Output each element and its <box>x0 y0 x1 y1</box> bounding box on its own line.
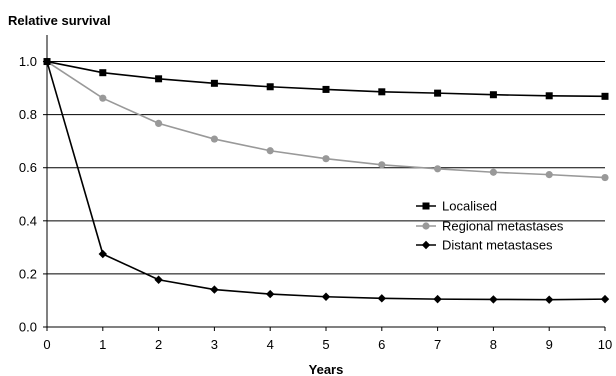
series-2-point-1 <box>98 249 107 259</box>
y-tick-label-2: 0.4 <box>19 213 37 228</box>
series-1-point-10 <box>601 173 609 182</box>
legend-label-0: Localised <box>442 199 497 214</box>
series-0-point-6 <box>378 88 386 96</box>
series-0-point-4 <box>266 83 274 91</box>
y-tick-label-5: 1.0 <box>19 54 37 69</box>
series-2-point-9 <box>545 295 554 304</box>
series-0-point-8 <box>489 91 497 99</box>
series-2-point-6 <box>377 294 386 303</box>
x-tick-label-9: 9 <box>546 337 553 352</box>
series-group <box>42 57 610 304</box>
series-line-2 <box>46 61 606 301</box>
series-1-point-4 <box>266 147 274 155</box>
series-1-point-5 <box>322 155 330 163</box>
series-0-point-3 <box>210 79 218 87</box>
y-tick-label-3: 0.6 <box>19 160 37 175</box>
series-2-point-4 <box>266 289 275 299</box>
x-axis-title: Years <box>309 362 344 376</box>
x-tick-label-4: 4 <box>267 337 274 352</box>
series-1-point-7 <box>434 165 442 173</box>
series-0-point-2 <box>155 75 163 83</box>
x-tick-label-6: 6 <box>378 337 385 352</box>
series-1-point-8 <box>489 168 497 176</box>
x-tick-label-8: 8 <box>490 337 497 352</box>
x-tick-label-0: 0 <box>43 337 50 352</box>
series-0-point-1 <box>99 69 107 77</box>
series-2-point-2 <box>154 275 163 284</box>
series-0-point-7 <box>434 89 442 97</box>
series-2-point-5 <box>321 292 331 301</box>
legend-marker-2 <box>421 240 431 250</box>
series-1 <box>43 57 609 182</box>
series-0-point-0 <box>43 58 51 66</box>
series-2-point-10 <box>600 294 610 304</box>
x-tick-label-2: 2 <box>155 337 162 352</box>
x-tick-label-10: 10 <box>598 337 612 352</box>
series-1-point-6 <box>378 161 386 169</box>
series-0-point-9 <box>545 92 553 100</box>
series-2-point-3 <box>210 285 219 294</box>
y-tick-label-4: 0.8 <box>19 107 37 122</box>
series-1-point-9 <box>545 171 553 179</box>
legend: Localised Regional metastases Distant meta… <box>416 199 564 253</box>
series-0-point-5 <box>322 85 330 93</box>
legend-label-1: Regional metastases <box>442 219 564 234</box>
y-tick-label-1: 0.2 <box>19 266 37 281</box>
y-tick-labels: 0.0 0.2 0.4 0.6 0.8 1.0 <box>19 54 37 334</box>
series-0-point-10 <box>601 92 609 100</box>
series-1-point-2 <box>155 119 163 127</box>
x-tick-labels: 0 1 2 3 4 5 6 7 8 9 10 <box>43 337 612 352</box>
legend-marker-1 <box>422 222 430 230</box>
series-2-point-8 <box>489 295 498 304</box>
legend-marker-0 <box>422 202 430 210</box>
legend-label-2: Distant metastases <box>442 238 553 253</box>
series-1-point-1 <box>99 94 107 102</box>
y-axis-title: Relative survival <box>8 13 111 28</box>
x-tick-label-3: 3 <box>211 337 218 352</box>
x-tick-label-1: 1 <box>99 337 106 352</box>
x-tick-label-7: 7 <box>434 337 441 352</box>
series-2-point-7 <box>433 294 442 304</box>
series-2 <box>42 57 610 304</box>
axes <box>43 35 606 331</box>
y-tick-label-0: 0.0 <box>19 320 37 335</box>
series-1-point-3 <box>210 135 218 143</box>
series-0 <box>43 58 609 100</box>
x-tick-label-5: 5 <box>322 337 329 352</box>
